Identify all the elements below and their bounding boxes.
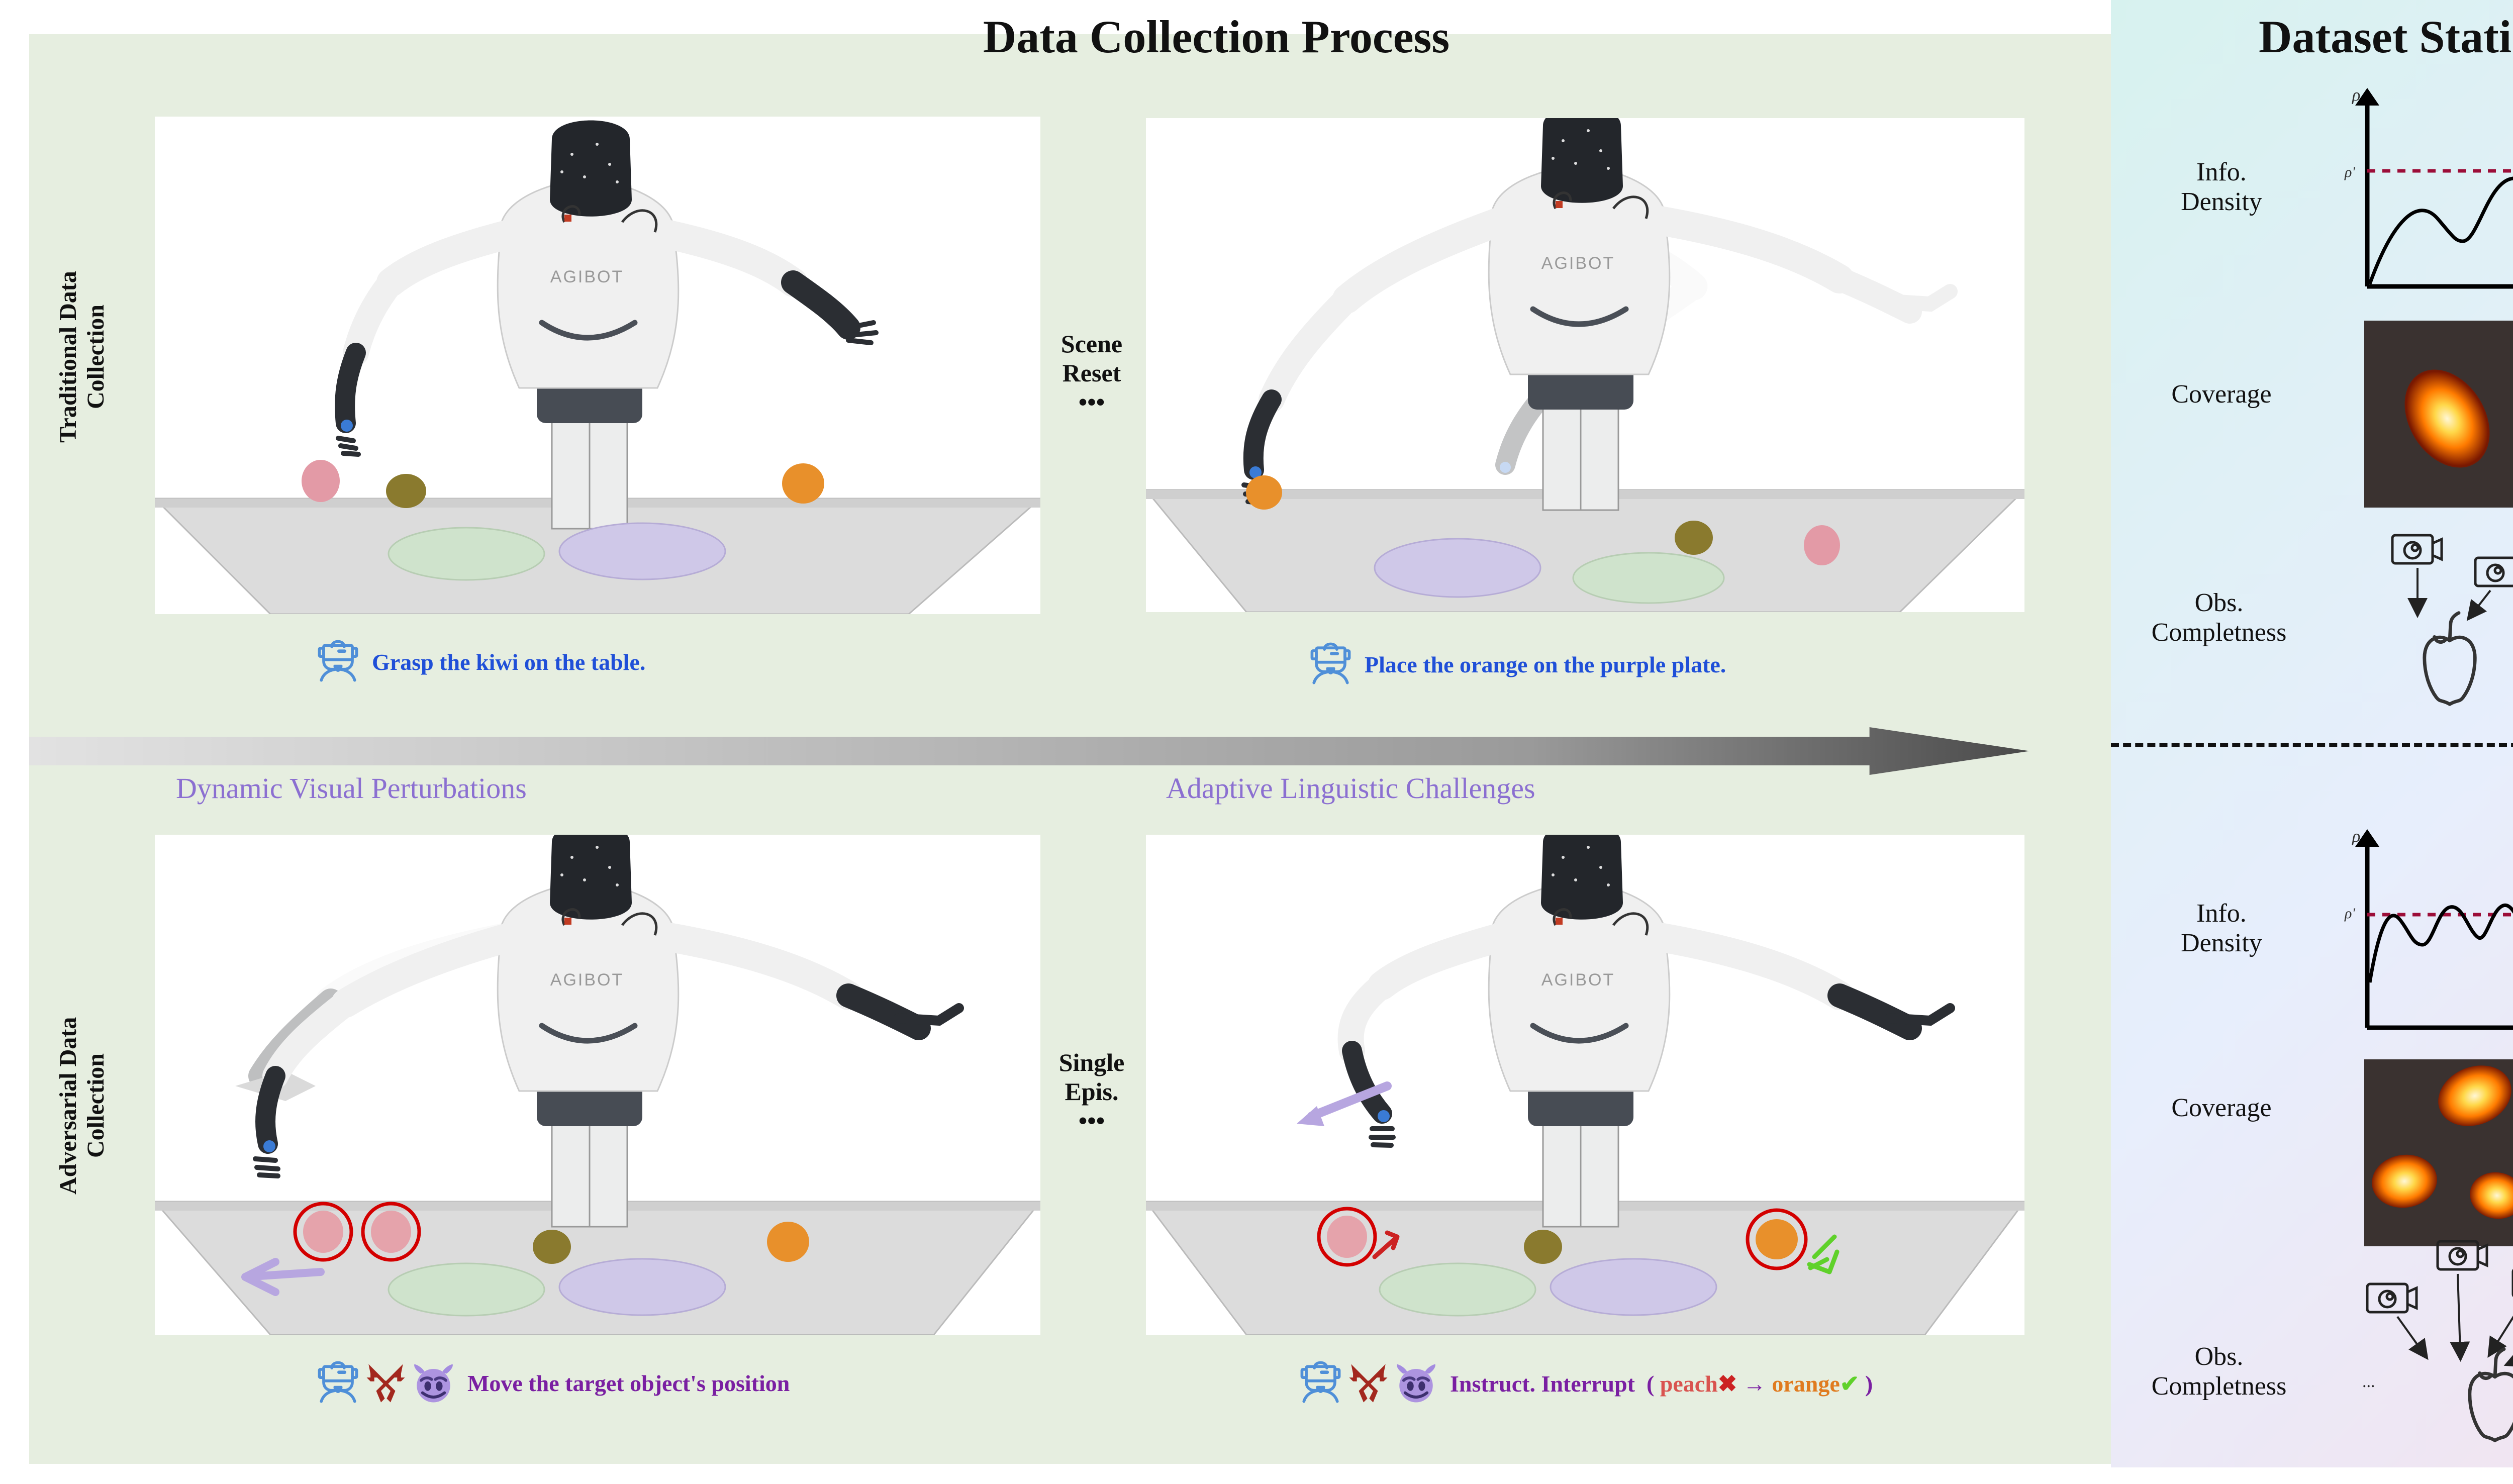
- svg-text:ρ': ρ': [2344, 905, 2355, 922]
- svg-text:...: ...: [2362, 1372, 2375, 1391]
- svg-text:ρ: ρ: [2352, 827, 2360, 846]
- svg-text:AGIBOT: AGIBOT: [550, 970, 624, 990]
- svg-text:ρ': ρ': [2344, 164, 2355, 180]
- svg-text:AGIBOT: AGIBOT: [1541, 254, 1615, 273]
- svg-text:ρ: ρ: [2352, 86, 2360, 105]
- svg-text:AGIBOT: AGIBOT: [550, 267, 624, 286]
- svg-text:AGIBOT: AGIBOT: [1541, 970, 1615, 990]
